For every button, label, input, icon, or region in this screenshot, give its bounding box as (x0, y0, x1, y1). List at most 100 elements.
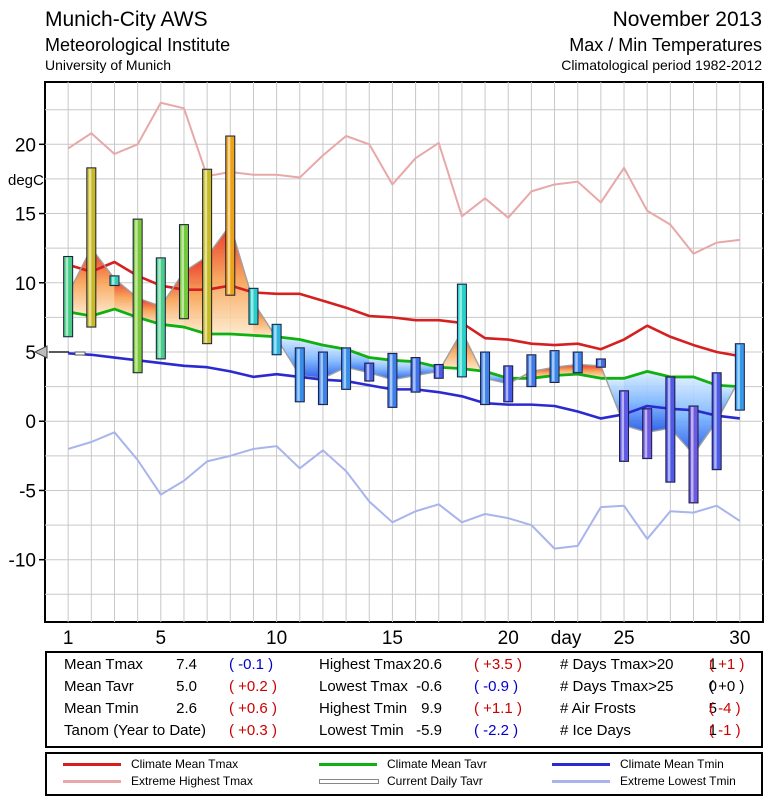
legend-current-daily-tavr: Current Daily Tavr (387, 774, 483, 788)
stat-value: 1 (708, 722, 717, 739)
stat-delta: ( +1 ) (709, 656, 745, 673)
daily-range-bar (572, 351, 583, 374)
daily-range-bar (63, 255, 74, 338)
bar-highlight (691, 407, 694, 502)
bar-highlight (482, 353, 486, 404)
legend-swatch-climate-tmin (552, 763, 610, 766)
y-tick-label: 5 (25, 343, 36, 364)
daily-range-bar (178, 224, 189, 320)
bar-highlight (505, 366, 509, 401)
daily-range-bar (364, 362, 375, 382)
daily-range-bar (480, 351, 491, 406)
cold-anomaly-area (693, 376, 717, 455)
y-axis-label: degC (8, 172, 44, 189)
bar-highlight (667, 377, 671, 482)
bar-highlight (111, 276, 115, 285)
cold-anomaly-area (647, 371, 671, 433)
daily-range-bar (248, 287, 259, 325)
stat-value: 7.4 (176, 656, 197, 673)
y-tick-label: 0 (25, 412, 36, 433)
daily-range-bar (109, 275, 120, 287)
stat-value: -0.6 (416, 678, 442, 695)
stat-label: Mean Tavr (64, 678, 134, 695)
cold-anomaly-area (346, 349, 370, 373)
stat-delta: ( +1.1 ) (474, 700, 522, 717)
x-axis-label: day (551, 628, 582, 649)
legend-climate-mean-tmin: Climate Mean Tmin (620, 757, 724, 771)
university-title: University of Munich (45, 57, 172, 73)
stat-delta: ( +3.5 ) (474, 656, 522, 673)
climate-mean-tavr-line (67, 307, 740, 389)
stat-label: # Ice Days (560, 722, 631, 739)
daily-range-bar (225, 135, 236, 296)
stat-value: 0 (708, 678, 717, 695)
bar-highlight (181, 225, 184, 318)
daily-range-bar (317, 351, 328, 406)
cold-anomaly-area (670, 376, 694, 455)
bar-body (503, 365, 514, 403)
stat-label: Lowest Tmax (319, 678, 408, 695)
stat-delta: ( +0.6 ) (229, 700, 277, 717)
warm-anomaly-area (68, 248, 92, 316)
stat-delta: ( -4 ) (709, 700, 741, 717)
daily-range-bar (642, 408, 653, 460)
stat-delta: ( -0.1 ) (229, 656, 274, 673)
legend-swatch-climate-tmax (63, 763, 121, 766)
legend-climate-mean-tmax: Climate Mean Tmax (131, 757, 239, 771)
stat-delta: ( -1 ) (709, 722, 741, 739)
daily-range-bar (456, 283, 467, 378)
daily-range-bar (271, 323, 282, 356)
daily-range-bar (549, 350, 560, 383)
x-tick-label: 10 (266, 628, 287, 649)
stat-label: Highest Tmax (319, 656, 412, 673)
bar-highlight (621, 391, 625, 461)
daily-range-bar (155, 257, 166, 360)
tanom-box (74, 351, 86, 356)
stat-value: 1 (708, 656, 717, 673)
stat-delta: ( -2.2 ) (474, 722, 519, 739)
tanom-arrow (33, 345, 48, 359)
daily-range-bar (341, 347, 352, 390)
bar-highlight (204, 170, 208, 343)
bar-highlight (459, 285, 462, 376)
y-tick-label: 10 (15, 274, 36, 295)
bar-highlight (65, 257, 69, 336)
chart-subtitle: Max / Min Temperatures (569, 35, 762, 55)
x-tick-label: 15 (382, 628, 403, 649)
bar-highlight (737, 344, 740, 410)
warm-anomaly-area (160, 271, 184, 328)
stat-value: 20.6 (412, 656, 442, 673)
period-label: Climatological period 1982-2012 (561, 57, 762, 73)
daily-range-bar (711, 372, 722, 471)
bar-highlight (528, 355, 532, 386)
daily-range-bar (132, 218, 143, 374)
cold-anomaly-area (322, 345, 347, 379)
daily-range-bar (433, 363, 444, 379)
daily-range-bar (503, 365, 514, 403)
stat-delta: ( +0.2 ) (229, 678, 277, 695)
institute-title: Meteorological Institute (45, 35, 231, 55)
x-tick-label: 25 (613, 628, 634, 649)
bar-highlight (366, 364, 370, 381)
bar-highlight (88, 168, 92, 327)
daily-range-bar (688, 405, 699, 504)
bar-highlight (343, 348, 347, 389)
legend: Climate Mean Tmax Extreme Highest Tmax C… (45, 752, 763, 796)
stat-label: Mean Tmin (64, 700, 139, 717)
station-title: Munich-City AWS (45, 8, 208, 31)
bar-highlight (320, 353, 323, 404)
stat-label: Mean Tmax (64, 656, 143, 673)
y-tick-label: 20 (15, 135, 36, 156)
stat-delta: ( +0.3 ) (229, 722, 277, 739)
bar-highlight (714, 373, 717, 469)
stat-value: 5 (708, 700, 717, 717)
cold-anomaly-area (299, 339, 323, 379)
cold-anomaly-area (624, 371, 648, 433)
y-tick-label: -5 (19, 481, 36, 502)
legend-swatch-climate-tavr (319, 763, 377, 766)
extreme-highest-tmax-line (67, 101, 740, 255)
stat-value: -5.9 (416, 722, 442, 739)
daily-range-bar (734, 343, 745, 411)
y-tick-label: -10 (9, 551, 36, 572)
extreme-lowest-tmin-line (67, 431, 741, 550)
